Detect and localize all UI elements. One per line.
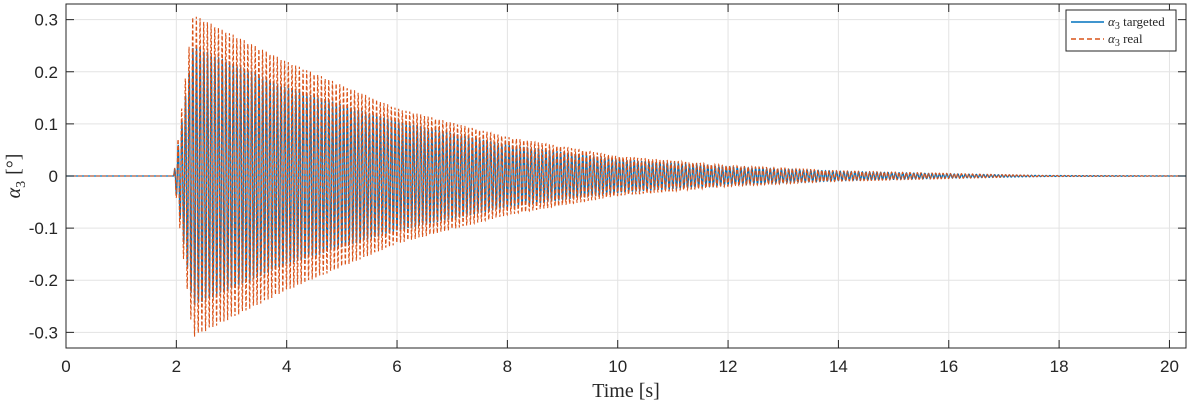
- legend-real-subscript: 3: [1115, 38, 1120, 49]
- legend-label-targeted: α3 targeted: [1108, 14, 1165, 32]
- y-axis-label-unit: [°]: [3, 154, 25, 175]
- y-tick-label: 0: [49, 167, 58, 186]
- x-axis-label: Time [s]: [592, 380, 660, 402]
- legend-label-real: α3 real: [1108, 31, 1143, 49]
- y-tick-label: 0.2: [34, 63, 58, 82]
- x-tick-label: 10: [608, 357, 627, 376]
- legend-targeted-text: targeted: [1120, 14, 1165, 29]
- legend-real-text: real: [1120, 31, 1143, 46]
- x-tick-label: 18: [1050, 357, 1069, 376]
- x-tick-label: 8: [503, 357, 512, 376]
- legend-real-symbol: α: [1108, 31, 1116, 46]
- y-axis-label: α3 [°]: [3, 154, 29, 199]
- x-tick-label: 14: [829, 357, 848, 376]
- series-layer: [66, 16, 1186, 337]
- legend-targeted-symbol: α: [1108, 14, 1116, 29]
- x-tick-label: 6: [392, 357, 401, 376]
- legend-box: [1065, 9, 1177, 52]
- ticks: 0 2 4 6 8 10 12 14 16 18 20 -0.3 -0.2 -0.1 0 0.1 0.2 0.3: [29, 4, 1186, 376]
- y-axis-label-subscript: 3: [14, 181, 29, 188]
- y-tick-label: 0.1: [34, 115, 58, 134]
- y-tick-label: -0.2: [29, 271, 58, 290]
- y-tick-label: 0.3: [34, 11, 58, 30]
- legend-targeted-subscript: 3: [1115, 21, 1120, 32]
- legend: α3 targeted α3 real: [1065, 9, 1177, 52]
- y-axis-label-symbol: α: [3, 187, 25, 198]
- x-tick-label: 2: [172, 357, 181, 376]
- x-tick-label: 16: [939, 357, 958, 376]
- grid: [65, 4, 1186, 348]
- x-tick-label: 4: [282, 357, 291, 376]
- x-tick-label: 20: [1160, 357, 1179, 376]
- y-tick-label: -0.3: [29, 323, 58, 342]
- x-tick-label: 0: [61, 357, 70, 376]
- x-tick-label: 12: [719, 357, 738, 376]
- series-line-real: [66, 16, 1186, 337]
- y-tick-label: -0.1: [29, 219, 58, 238]
